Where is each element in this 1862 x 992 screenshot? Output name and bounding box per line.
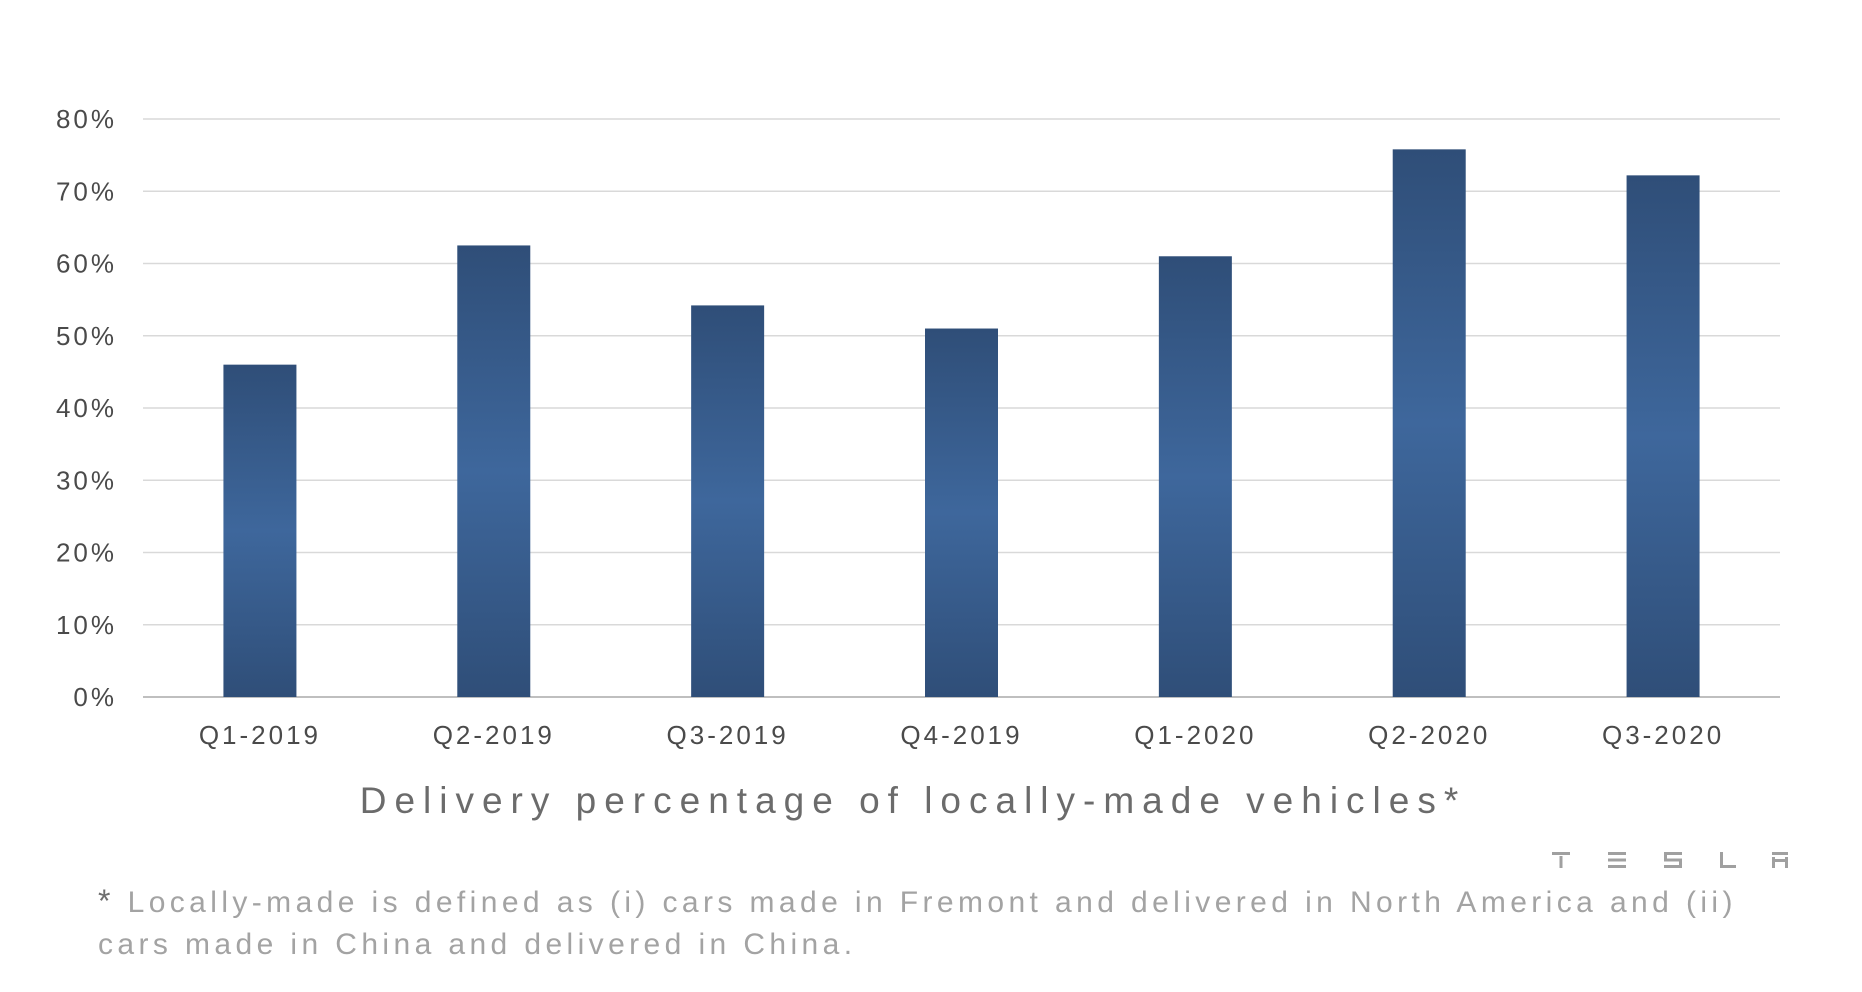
y-tick-label: 10% — [56, 610, 117, 640]
y-tick-label: 80% — [56, 104, 117, 134]
x-tick-label: Q2-2019 — [433, 720, 555, 750]
x-tick-label: Q3-2020 — [1602, 720, 1724, 750]
y-tick-label: 70% — [56, 176, 117, 206]
bar-q2-2019 — [457, 245, 531, 697]
bar-q2-2020 — [1392, 149, 1466, 698]
x-tick-label: Q4-2019 — [900, 720, 1022, 750]
x-tick-label: Q3-2019 — [667, 720, 789, 750]
bar-q3-2020 — [1626, 175, 1700, 698]
bar-q4-2019 — [925, 328, 998, 697]
bar-q1-2020 — [1158, 256, 1232, 697]
x-tick-label: Q1-2019 — [199, 720, 321, 750]
chart-title: Delivery percentage of locally-made vehi… — [360, 780, 1467, 821]
tesla-logo — [1552, 852, 1788, 868]
x-tick-label: Q2-2020 — [1368, 720, 1490, 750]
x-tick-label: Q1-2020 — [1134, 720, 1256, 750]
y-tick-label: 30% — [56, 465, 117, 495]
footnote-marker: * — [98, 883, 115, 919]
y-tick-label: 60% — [56, 249, 117, 279]
bar-q1-2019 — [223, 364, 297, 697]
y-tick-label: 20% — [56, 538, 117, 568]
y-axis-labels: 0% 10% 20% 30% 40% 50% 60% 70% 80% — [56, 104, 117, 712]
y-tick-label: 50% — [56, 321, 117, 351]
y-tick-label: 0% — [73, 682, 117, 712]
bar-q3-2019 — [691, 305, 765, 697]
footnote-text: Locally-made is defined as (i) cars made… — [98, 886, 1737, 961]
y-tick-label: 40% — [56, 393, 117, 423]
x-axis-labels: Q1-2019 Q2-2019 Q3-2019 Q4-2019 Q1-2020 Q2-20… — [199, 720, 1724, 750]
bars — [223, 149, 1700, 698]
footnote: * Locally-made is defined as (i) cars ma… — [98, 880, 1798, 966]
